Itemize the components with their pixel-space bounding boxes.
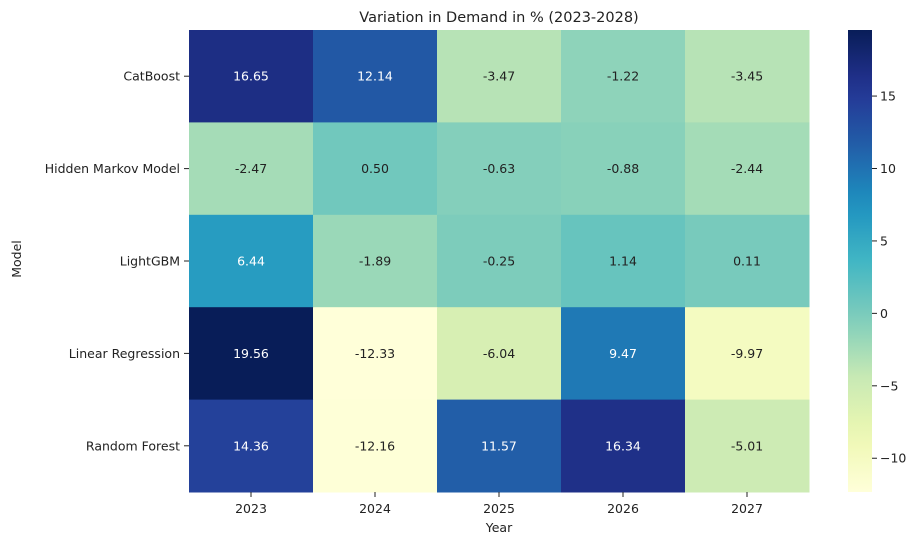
- x-tick-label: 2027: [731, 501, 763, 516]
- heatmap-cell: [437, 214, 562, 308]
- heatmap-cell: [685, 30, 810, 123]
- cell-value-label: 12.14: [357, 69, 393, 84]
- heatmap-cell: [313, 122, 438, 216]
- heatmap-cell: [437, 307, 562, 401]
- y-axis-label: Model: [9, 240, 24, 278]
- colorbar-tick-label: 5: [880, 233, 888, 248]
- x-axis-ticks: 2023 2024 2025 2026 2027: [235, 492, 763, 516]
- colorbar-tick-label: −5: [880, 378, 898, 393]
- heatmap-cell: [189, 214, 314, 308]
- cell-value-label: -3.47: [483, 69, 515, 84]
- heatmap-cell: [313, 307, 438, 401]
- heatmap-cell: [561, 214, 686, 308]
- x-tick-label: 2024: [359, 501, 391, 516]
- heatmap-cell: [437, 30, 562, 123]
- heatmap-cell: [189, 307, 314, 401]
- heatmap-cell: [313, 399, 438, 493]
- x-axis-label: Year: [485, 520, 513, 535]
- cell-value-label: -12.33: [355, 346, 395, 361]
- heatmap-cell: [437, 399, 562, 493]
- cell-value-label: 0.50: [361, 161, 389, 176]
- heatmap-cell: [561, 307, 686, 401]
- x-tick-label: 2023: [235, 501, 267, 516]
- heatmap-cells: 16.65 12.14 -3.47 -1.22 -3.45 -2.47 0.50 -0.63 -…: [189, 30, 810, 493]
- cell-value-label: 16.34: [605, 438, 641, 453]
- heatmap-cell: [685, 214, 810, 308]
- x-tick-label: 2025: [483, 501, 515, 516]
- y-tick-label: Random Forest: [86, 438, 180, 453]
- cell-value-label: -0.88: [607, 161, 639, 176]
- y-tick-label: CatBoost: [123, 69, 180, 84]
- heatmap-cell: [561, 30, 686, 123]
- cell-value-label: -12.16: [355, 438, 395, 453]
- cell-value-label: 19.56: [233, 346, 269, 361]
- cell-value-label: -5.01: [731, 438, 763, 453]
- cell-value-label: -0.25: [483, 254, 515, 269]
- cell-value-label: -2.44: [731, 161, 763, 176]
- colorbar: −10 −5 0 5 10 15: [848, 30, 906, 492]
- cell-value-label: -1.22: [607, 69, 639, 84]
- y-axis-ticks: CatBoost Hidden Markov Model LightGBM Linea…: [45, 69, 189, 453]
- cell-value-label: -2.47: [235, 161, 267, 176]
- y-tick-label: Hidden Markov Model: [45, 161, 180, 176]
- heatmap-cell: [685, 122, 810, 216]
- cell-value-label: 1.14: [609, 254, 637, 269]
- heatmap-cell: [189, 30, 314, 123]
- cell-value-label: 6.44: [237, 254, 265, 269]
- heatmap-cell: [189, 122, 314, 216]
- cell-value-label: 11.57: [481, 438, 517, 453]
- colorbar-gradient: [848, 30, 872, 492]
- heatmap-cell: [561, 399, 686, 493]
- colorbar-tick-label: 15: [880, 89, 896, 104]
- chart-title: Variation in Demand in % (2023-2028): [359, 10, 638, 26]
- heatmap-cell: [561, 122, 686, 216]
- cell-value-label: 14.36: [233, 438, 269, 453]
- cell-value-label: 0.11: [733, 254, 761, 269]
- heatmap-cell: [685, 307, 810, 401]
- y-tick-label: Linear Regression: [69, 346, 180, 361]
- cell-value-label: -6.04: [483, 346, 515, 361]
- colorbar-tick-label: −10: [880, 451, 906, 466]
- heatmap-cell: [313, 214, 438, 308]
- heatmap-cell: [685, 399, 810, 493]
- colorbar-tick-label: 10: [880, 161, 896, 176]
- cell-value-label: -0.63: [483, 161, 515, 176]
- heatmap-cell: [189, 399, 314, 493]
- cell-value-label: -9.97: [731, 346, 763, 361]
- y-tick-label: LightGBM: [120, 254, 180, 269]
- cell-value-label: -3.45: [731, 69, 763, 84]
- cell-value-label: -1.89: [359, 254, 391, 269]
- heatmap-cell: [437, 122, 562, 216]
- colorbar-tick-label: 0: [880, 306, 888, 321]
- x-tick-label: 2026: [607, 501, 639, 516]
- heatmap-cell: [313, 30, 438, 123]
- cell-value-label: 16.65: [233, 69, 269, 84]
- cell-value-label: 9.47: [609, 346, 637, 361]
